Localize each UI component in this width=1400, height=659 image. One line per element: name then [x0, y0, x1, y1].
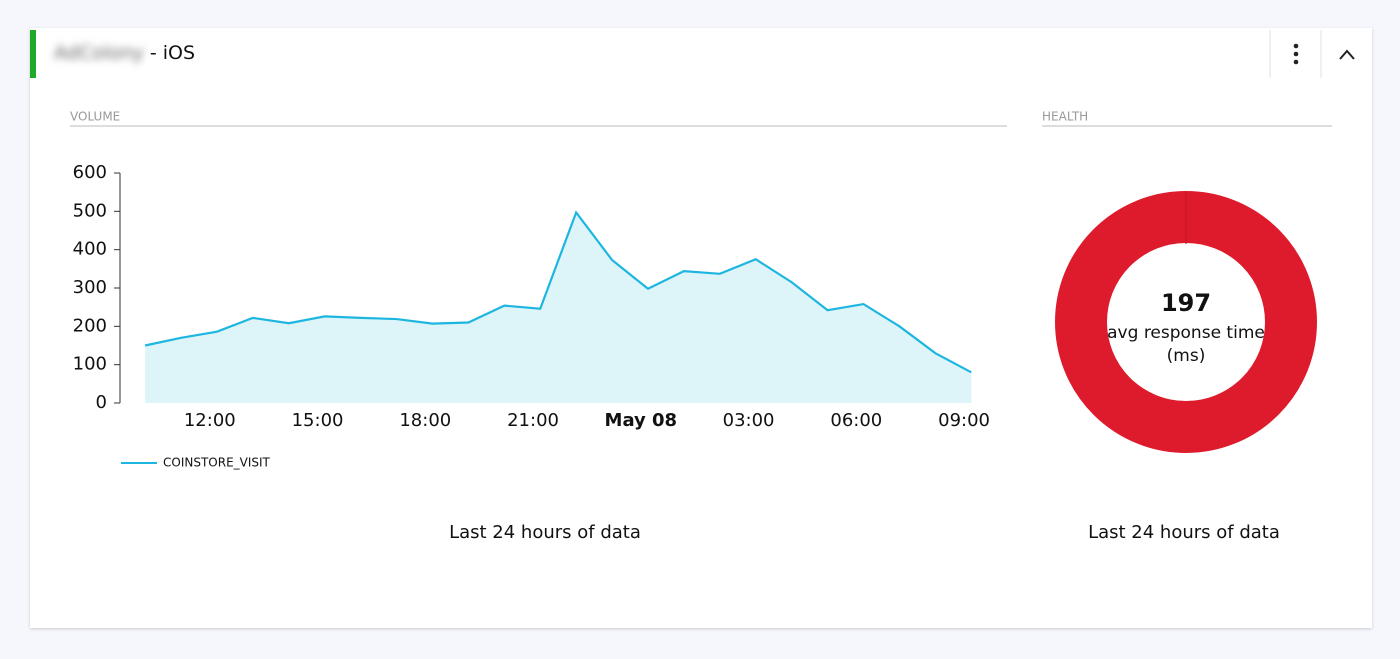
line — [144, 210, 972, 374]
x-tick-label: May 08 — [605, 410, 678, 431]
y-tick-label: 400 — [73, 239, 107, 260]
y-tick-label: 100 — [73, 354, 107, 375]
collapse-button[interactable] — [1339, 49, 1355, 60]
donut-label: avg response time (ms) — [1107, 323, 1265, 366]
x-tick-label: 03:00 — [723, 410, 775, 431]
caption: Last 24 hours of data — [449, 522, 641, 543]
platform: - iOS — [149, 42, 196, 64]
x-tick-label: 06:00 — [830, 410, 882, 431]
x-tick-label: 12:00 — [184, 410, 236, 431]
x-tick-label: 15:00 — [292, 410, 344, 431]
section-label: VOLUME — [70, 110, 120, 124]
menu-button[interactable] — [1293, 43, 1299, 65]
caption: Last 24 hours of data — [1088, 522, 1280, 543]
area — [145, 212, 972, 403]
x-tick-label: 18:00 — [399, 410, 451, 431]
y-tick-label: 300 — [73, 277, 107, 298]
widget-title: AdColony - iOS — [54, 42, 195, 64]
y-tick-label: 200 — [73, 315, 107, 336]
section-label: HEALTH — [1042, 110, 1088, 124]
y-tick-label: 600 — [73, 162, 107, 183]
legend-label: COINSTORE_VISIT — [163, 456, 271, 470]
app-name: AdColony — [54, 42, 144, 64]
x-tick-label: 09:00 — [938, 410, 990, 431]
donut-value: 197 — [1161, 289, 1211, 317]
status-accent — [30, 30, 36, 78]
y-tick-label: 500 — [73, 200, 107, 221]
y-tick-label: 0 — [96, 392, 107, 413]
x-tick-label: 21:00 — [507, 410, 559, 431]
